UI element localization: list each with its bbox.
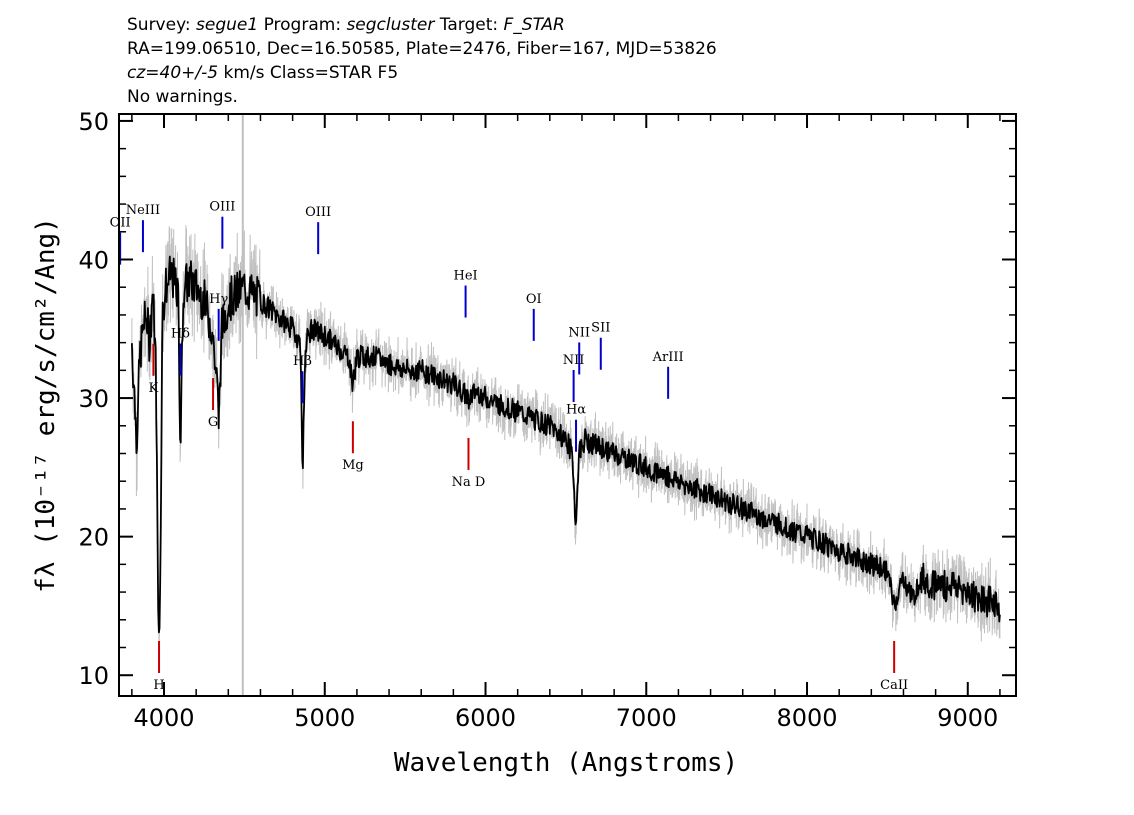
plot-frame bbox=[118, 113, 1017, 697]
emission-line-label: Hδ bbox=[171, 327, 190, 342]
y-axis-label: fλ (10⁻¹⁷ erg/s/cm²/Ang) bbox=[31, 217, 61, 593]
header-line-1: Survey: segue1 Program: segcluster Targe… bbox=[127, 15, 565, 35]
axes-layer: 4000 5000 6000 7000 8000 9000 10 20 30 40 50 bbox=[78, 108, 1017, 732]
emission-line-label: OIII bbox=[305, 205, 331, 220]
emission-line-label: Hα bbox=[566, 403, 586, 418]
absorption-line-label: G bbox=[208, 415, 218, 430]
x-tick-label: 8000 bbox=[776, 704, 837, 732]
emission-line-label: OIII bbox=[209, 200, 235, 215]
x-tick-label: 5000 bbox=[294, 704, 355, 732]
x-tick-label: 6000 bbox=[455, 704, 516, 732]
emission-line-label: NII bbox=[563, 353, 585, 368]
y-tick-label: 30 bbox=[78, 385, 109, 413]
absorption-line-label: CaII bbox=[880, 678, 908, 693]
emission-line-label: NeIII bbox=[126, 203, 160, 218]
x-tick-label: 7000 bbox=[616, 704, 677, 732]
x-axis-label: Wavelength (Angstroms) bbox=[394, 748, 738, 778]
header-line-2: RA=199.06510, Dec=16.50585, Plate=2476, … bbox=[127, 39, 717, 59]
flux-series-line bbox=[131, 255, 1001, 634]
header-line-3: cz=40+/-5 km/s Class=STAR F5 bbox=[127, 63, 398, 83]
emission-line-label: SII bbox=[591, 321, 610, 336]
absorption-line-label: H bbox=[153, 678, 164, 693]
emission-line-label: Hγ bbox=[209, 292, 228, 307]
x-tick-label: 4000 bbox=[133, 704, 194, 732]
header-line-4: No warnings. bbox=[127, 87, 238, 107]
emission-line-label: HeI bbox=[453, 269, 477, 284]
emission-line-label: OI bbox=[526, 292, 542, 307]
y-tick-label: 40 bbox=[78, 247, 109, 275]
absorption-line-label: Na D bbox=[452, 475, 486, 490]
emission-line-label: OII bbox=[110, 216, 131, 231]
emission-line-label: Hβ bbox=[293, 354, 312, 369]
y-tick-label: 50 bbox=[78, 108, 109, 136]
emission-line-label: NII bbox=[568, 325, 590, 340]
absorption-line-label: K bbox=[149, 381, 159, 396]
y-tick-label: 10 bbox=[78, 662, 109, 690]
emission-line-label: ArIII bbox=[652, 350, 684, 365]
x-tick-label: 9000 bbox=[937, 704, 998, 732]
flux-layer bbox=[131, 255, 1001, 634]
absorption-line-label: Mg bbox=[342, 458, 364, 473]
y-tick-label: 20 bbox=[78, 524, 109, 552]
